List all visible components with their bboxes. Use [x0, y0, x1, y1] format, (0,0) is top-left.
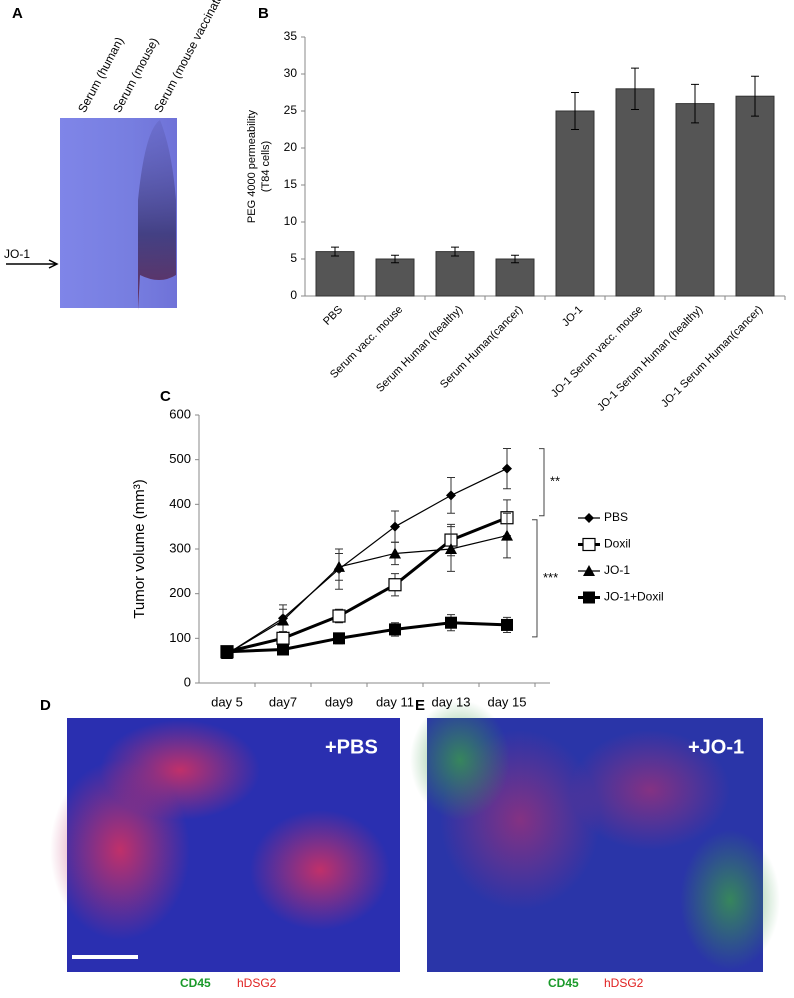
error-bar: [631, 67, 639, 111]
marker: [277, 643, 289, 656]
bar: [735, 95, 775, 297]
arrow-label: JO-1: [4, 247, 30, 261]
bar: [495, 258, 535, 297]
stain-region: [680, 830, 780, 970]
marker: [446, 490, 456, 501]
stain-label: hDSG2: [604, 976, 644, 990]
annotation: ***: [543, 570, 558, 585]
marker: [388, 578, 402, 592]
bar: [675, 103, 715, 297]
lane-label: Serum (mouse vaccinated): [151, 0, 231, 115]
panel-label: D: [40, 697, 51, 714]
stain-label: hDSG2: [237, 976, 277, 990]
bar: [615, 88, 655, 297]
bar: [555, 110, 595, 297]
marker: [502, 463, 512, 474]
marker: [333, 632, 345, 645]
y-tick-label: 20: [284, 140, 298, 154]
panel-label: C: [160, 388, 171, 405]
marker: [332, 609, 346, 623]
marker: [583, 591, 595, 604]
marker: [333, 560, 345, 572]
legend-label: JO-1: [604, 563, 630, 577]
overlay-label: +JO-1: [688, 736, 744, 758]
y-tick-label: 5: [290, 251, 297, 265]
y-tick-label: 0: [184, 674, 191, 689]
marker: [584, 513, 594, 523]
panel-label: A: [12, 5, 23, 22]
marker: [277, 614, 289, 626]
y-tick-label: 100: [169, 630, 191, 645]
legend-label: Doxil: [604, 537, 631, 551]
marker: [582, 537, 596, 552]
y-tick-label: 600: [169, 406, 191, 421]
bracket: [539, 448, 545, 517]
y-tick-label: 500: [169, 451, 191, 466]
marker: [389, 547, 401, 559]
marker: [276, 631, 290, 645]
bar: [435, 251, 475, 297]
marker: [389, 623, 401, 636]
blot-smear: [138, 120, 176, 310]
marker: [583, 565, 595, 576]
y-tick-label: 400: [169, 496, 191, 511]
stain-label: CD45: [548, 976, 579, 990]
bar: [315, 251, 355, 297]
stain-region: [570, 730, 730, 850]
series-line: [226, 535, 508, 655]
y-tick-label: 35: [284, 29, 298, 43]
legend-label: JO-1+Doxil: [604, 590, 664, 604]
x-tick-label: day7: [269, 694, 297, 709]
y-tick-label: 10: [284, 214, 298, 228]
annotation: **: [550, 474, 560, 489]
error-bar: [691, 83, 699, 124]
legend-label: PBS: [604, 510, 628, 524]
error-bar: [571, 92, 579, 130]
marker: [445, 616, 457, 629]
stain-region: [100, 720, 260, 820]
y-tick-label: 25: [284, 103, 298, 117]
y-tick-label: 15: [284, 177, 298, 191]
error-bar: [751, 75, 759, 117]
marker: [445, 543, 457, 554]
error-bar: [391, 254, 399, 264]
scale-bar: [72, 955, 138, 959]
marker: [501, 618, 513, 631]
x-tick-label: PBS: [321, 304, 345, 328]
x-tick-label: JO-1 Serum Human (healthy): [595, 304, 705, 414]
x-tick-label: day9: [325, 694, 353, 709]
y-axis-label: (T84 cells): [260, 141, 272, 192]
arrow: [6, 259, 59, 269]
panel-label: B: [258, 5, 269, 22]
series-line: [226, 468, 508, 655]
stain-label: CD45: [180, 976, 211, 990]
bar: [375, 258, 415, 297]
y-axis-label: PEG 4000 permeability: [246, 109, 258, 223]
panel-label: E: [415, 697, 425, 714]
marker: [221, 645, 233, 658]
error-bar: [331, 246, 339, 257]
stain-region: [250, 810, 390, 930]
series-line: [226, 621, 508, 654]
overlay-label: +PBS: [325, 736, 378, 758]
y-tick-label: 200: [169, 585, 191, 600]
y-tick-label: 30: [284, 66, 298, 80]
x-tick-label: day 11: [376, 694, 414, 709]
marker: [390, 521, 400, 532]
bracket: [532, 519, 538, 638]
y-axis-label: Tumor volume (mm³): [131, 479, 148, 618]
error-bar: [511, 254, 519, 264]
y-tick-label: 0: [290, 288, 297, 302]
x-tick-label: JO-1: [560, 304, 585, 329]
x-tick-label: day 5: [211, 694, 243, 709]
marker: [501, 529, 513, 541]
series-line: [226, 516, 508, 654]
error-bar: [451, 246, 459, 257]
x-tick-label: day 13: [431, 694, 470, 709]
x-tick-label: JO-1 Serum Human(cancer): [659, 304, 765, 410]
x-tick-label: day 15: [487, 694, 526, 709]
y-tick-label: 300: [169, 540, 191, 555]
stain-region: [410, 700, 510, 820]
